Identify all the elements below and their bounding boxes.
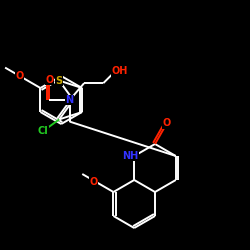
Text: Cl: Cl xyxy=(37,126,48,136)
Text: OH: OH xyxy=(111,66,128,76)
Text: S: S xyxy=(56,76,63,86)
Text: O: O xyxy=(16,71,24,81)
Text: O: O xyxy=(90,177,98,187)
Text: NH: NH xyxy=(122,151,138,161)
Text: N: N xyxy=(66,95,74,105)
Text: O: O xyxy=(45,74,54,85)
Text: O: O xyxy=(162,118,171,128)
